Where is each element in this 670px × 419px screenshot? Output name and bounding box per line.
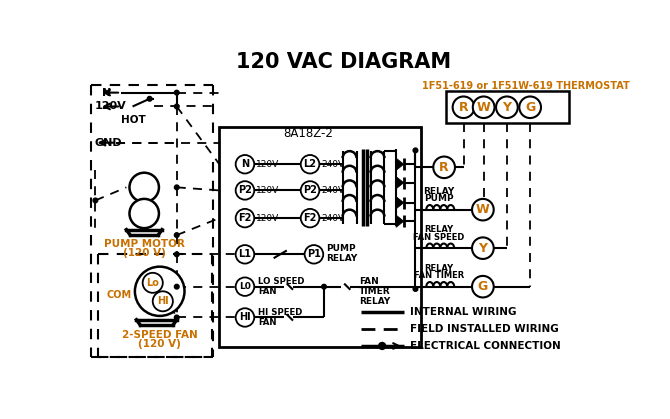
Circle shape: [174, 233, 179, 238]
Text: HI SPEED: HI SPEED: [258, 308, 302, 317]
Bar: [446, 91, 569, 124]
Text: R: R: [459, 101, 468, 114]
Text: INTERNAL WIRING: INTERNAL WIRING: [410, 307, 517, 317]
Circle shape: [453, 96, 474, 118]
Circle shape: [174, 91, 179, 95]
Circle shape: [322, 285, 326, 289]
Text: PUMP: PUMP: [424, 194, 454, 203]
Circle shape: [472, 276, 494, 297]
Circle shape: [129, 173, 159, 202]
Circle shape: [135, 266, 184, 316]
Text: 240V: 240V: [321, 160, 344, 169]
Text: Y: Y: [478, 242, 487, 255]
Text: 1F51-619 or 1F51W-619 THERMOSTAT: 1F51-619 or 1F51W-619 THERMOSTAT: [421, 81, 629, 91]
Circle shape: [236, 181, 254, 200]
Circle shape: [153, 291, 173, 311]
Text: F2: F2: [239, 213, 252, 223]
Text: 120 VAC DIAGRAM: 120 VAC DIAGRAM: [236, 52, 451, 72]
Circle shape: [147, 96, 152, 101]
Text: FAN: FAN: [258, 318, 277, 326]
Text: N: N: [102, 88, 111, 98]
Text: P2: P2: [238, 186, 252, 195]
Circle shape: [433, 157, 455, 178]
Circle shape: [236, 308, 254, 327]
Bar: [219, 127, 421, 347]
Text: RELAY: RELAY: [359, 297, 390, 306]
Circle shape: [236, 155, 254, 173]
Text: F2: F2: [304, 213, 317, 223]
Text: N: N: [241, 159, 249, 169]
Text: Lo: Lo: [146, 278, 159, 288]
Text: PUMP MOTOR: PUMP MOTOR: [104, 238, 185, 248]
Text: W: W: [477, 101, 490, 114]
Circle shape: [236, 245, 254, 264]
Circle shape: [379, 342, 386, 349]
Text: (120 V): (120 V): [123, 248, 165, 258]
Text: PUMP: PUMP: [326, 244, 356, 253]
Text: RELAY: RELAY: [326, 253, 358, 263]
Circle shape: [174, 285, 179, 289]
Circle shape: [413, 148, 418, 153]
Text: L2: L2: [304, 159, 316, 169]
Polygon shape: [396, 158, 404, 171]
Circle shape: [174, 185, 179, 190]
Text: 2-SPEED FAN: 2-SPEED FAN: [122, 330, 198, 340]
Circle shape: [519, 96, 541, 118]
Text: RELAY: RELAY: [424, 225, 454, 234]
Text: FAN SPEED: FAN SPEED: [413, 233, 464, 242]
Circle shape: [129, 199, 159, 228]
Text: G: G: [525, 101, 535, 114]
Text: COM: COM: [107, 290, 132, 300]
Text: RELAY: RELAY: [424, 264, 454, 273]
Text: FAN: FAN: [359, 277, 379, 286]
Circle shape: [174, 315, 179, 320]
Circle shape: [236, 277, 254, 296]
Circle shape: [174, 252, 179, 257]
Text: HI: HI: [157, 296, 169, 306]
Circle shape: [472, 238, 494, 259]
Text: P1: P1: [307, 249, 321, 259]
Circle shape: [301, 209, 320, 228]
Text: (120 V): (120 V): [138, 339, 181, 349]
Circle shape: [305, 245, 323, 264]
Text: W: W: [476, 203, 490, 216]
Text: HOT: HOT: [121, 114, 145, 124]
Text: 120V: 120V: [256, 214, 279, 222]
Circle shape: [472, 199, 494, 220]
Text: Y: Y: [502, 101, 511, 114]
Text: 8A18Z-2: 8A18Z-2: [283, 127, 334, 140]
Circle shape: [174, 104, 179, 109]
Text: 240V: 240V: [321, 186, 344, 195]
Circle shape: [496, 96, 518, 118]
Text: L0: L0: [239, 282, 251, 291]
Text: LO SPEED: LO SPEED: [258, 277, 305, 286]
Polygon shape: [396, 197, 404, 209]
Text: RELAY: RELAY: [423, 187, 454, 196]
Text: FAN: FAN: [258, 287, 277, 296]
Text: P2: P2: [303, 186, 317, 195]
Text: L1: L1: [239, 249, 251, 259]
Polygon shape: [396, 176, 404, 189]
Polygon shape: [396, 215, 404, 228]
Circle shape: [93, 198, 98, 203]
Circle shape: [301, 155, 320, 173]
Circle shape: [236, 209, 254, 228]
Text: R: R: [440, 161, 449, 174]
Text: FAN TIMER: FAN TIMER: [413, 272, 464, 280]
Text: 120V: 120V: [94, 101, 127, 111]
Text: GND: GND: [94, 138, 122, 147]
Circle shape: [301, 181, 320, 200]
Text: 240V: 240V: [321, 214, 344, 222]
Text: TIMER: TIMER: [359, 287, 391, 296]
Text: FIELD INSTALLED WIRING: FIELD INSTALLED WIRING: [410, 324, 559, 334]
Text: 120V: 120V: [256, 160, 279, 169]
Text: HI: HI: [239, 313, 251, 323]
Circle shape: [413, 287, 418, 291]
Text: ELECTRICAL CONNECTION: ELECTRICAL CONNECTION: [410, 341, 561, 351]
Circle shape: [143, 273, 163, 293]
Circle shape: [473, 96, 494, 118]
Text: 120V: 120V: [256, 186, 279, 195]
Text: G: G: [478, 280, 488, 293]
